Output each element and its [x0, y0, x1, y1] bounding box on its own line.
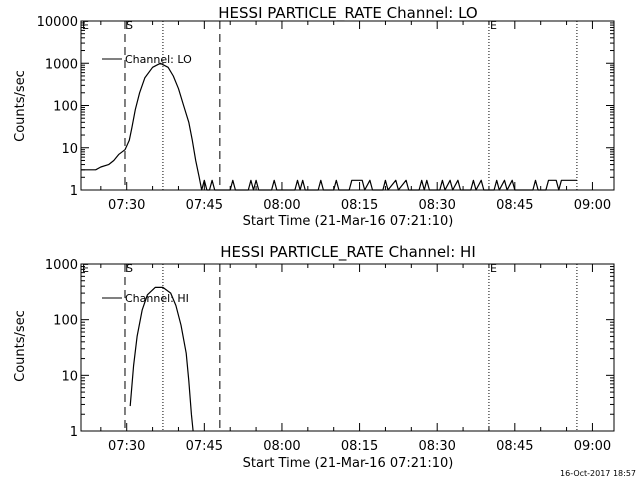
y-tick-label: 1000: [45, 57, 78, 72]
chart-title: HESSI PARTICLE_RATE Channel: HI: [220, 243, 476, 262]
x-tick-label: 07:30: [108, 198, 145, 213]
y-tick-label: 1000: [45, 258, 78, 273]
x-tick-label: 07:45: [186, 439, 223, 454]
legend-entry: Channel: HI: [125, 292, 189, 305]
x-tick-label: 08:15: [341, 439, 378, 454]
y-axis-label: Counts/sec: [13, 310, 28, 382]
x-tick-label: 08:30: [418, 439, 455, 454]
legend-entry: Channel: LO: [125, 53, 192, 66]
plot-frame: [80, 20, 615, 191]
time-marker-label: E: [82, 262, 89, 275]
legend: Channel: HI: [102, 292, 189, 305]
x-tick-labels: 07:30 07:45 08:00 08:15 08:30 08:45 09:00: [100, 264, 611, 454]
chart-title: HESSI PARTICLE_RATE Channel: LO: [218, 4, 477, 23]
x-tick-label: 08:00: [263, 439, 300, 454]
panel-hi: HESSI PARTICLE_RATE Channel: HI Counts/s…: [13, 243, 615, 471]
time-marker-label: S: [126, 262, 133, 275]
y-tick-label: 10: [61, 369, 78, 384]
x-tick-label: 08:45: [496, 198, 533, 213]
series-line: [81, 62, 577, 191]
y-tick-label: 100: [53, 314, 78, 329]
time-marker-label: E: [82, 19, 89, 32]
time-marker-label: S: [126, 19, 133, 32]
y-tick-label: 1: [70, 425, 78, 440]
y-tick-label: 10: [61, 142, 78, 157]
x-tick-label: 09:00: [574, 198, 611, 213]
legend: Channel: LO: [102, 53, 192, 66]
x-tick-labels: 07:30 07:45 08:00 08:15 08:30 08:45 09:00: [100, 21, 611, 213]
y-axis-label: Counts/sec: [13, 70, 28, 142]
x-tick-label: 09:00: [574, 439, 611, 454]
x-tick-label: 08:00: [263, 198, 300, 213]
y-tick-label: 10000: [37, 15, 78, 30]
y-tick-label: 1: [70, 184, 78, 199]
x-axis-label: Start Time (21-Mar-16 07:21:10): [243, 456, 454, 471]
y-tick-labels: 1 10 100 1000 10000: [37, 15, 614, 199]
y-tick-label: 100: [53, 100, 78, 115]
series-group: [129, 286, 194, 432]
x-axis-label: Start Time (21-Mar-16 07:21:10): [243, 214, 454, 229]
x-tick-label: 08:30: [418, 198, 455, 213]
x-tick-label: 08:15: [341, 198, 378, 213]
x-tick-label: 08:45: [496, 439, 533, 454]
time-marker-label: E: [490, 262, 497, 275]
x-tick-label: 07:45: [186, 198, 223, 213]
series-line: [129, 286, 194, 432]
panel-lo: HESSI PARTICLE_RATE Channel: LO Counts/s…: [13, 4, 615, 229]
x-tick-label: 07:30: [108, 439, 145, 454]
series-group: [81, 62, 577, 191]
generation-timestamp: 16-Oct-2017 18:57: [560, 469, 636, 478]
y-tick-labels: 1 10 100 1000: [45, 258, 614, 440]
time-marker-label: E: [490, 19, 497, 32]
plot-frame: [80, 263, 615, 432]
